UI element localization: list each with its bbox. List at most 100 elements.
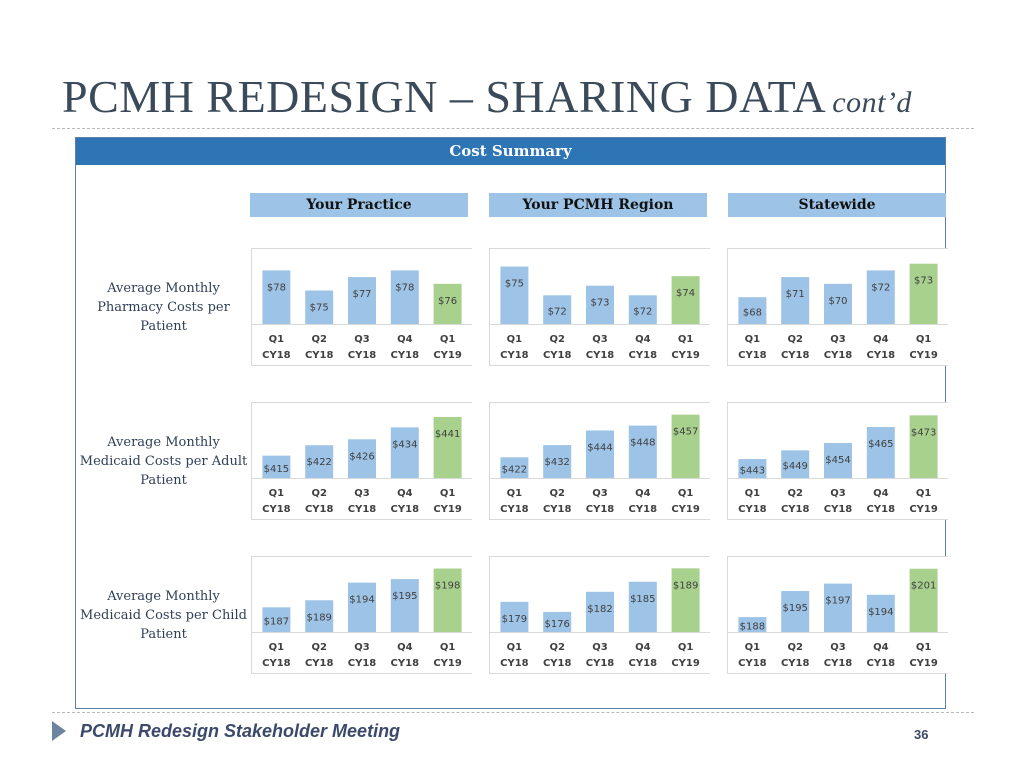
bar-chart-svg: $179 Q1 CY18 $176 Q2 CY18 $182 Q3 CY18 $185 Q4 CY18… <box>490 568 710 669</box>
x-tick-label: CY18 <box>305 504 334 515</box>
x-tick-label: CY18 <box>867 504 896 515</box>
x-tick-label: Q1 <box>440 488 456 499</box>
chart-pharmacy-your-practice: $78 Q1 CY18 $75 Q2 CY18 $77 Q3 CY18 $78 Q4 CY18 $76 Q… <box>251 248 472 366</box>
x-tick-label: CY18 <box>824 350 853 361</box>
x-tick-label: CY18 <box>391 504 420 515</box>
bar <box>348 439 376 478</box>
x-tick-label: Q3 <box>592 642 608 653</box>
x-tick-label: Q1 <box>745 488 761 499</box>
bar <box>738 297 767 324</box>
data-label: $473 <box>911 427 936 438</box>
bar-chart-svg: $422 Q1 CY18 $432 Q2 CY18 $444 Q3 CY18 $448 Q4 CY18… <box>490 414 710 515</box>
x-tick-label: Q4 <box>873 488 889 499</box>
x-tick-label: CY18 <box>305 350 334 361</box>
row-label-adult-costs: Average Monthly Medicaid Costs per Adult… <box>79 435 248 488</box>
data-label: $465 <box>868 439 893 450</box>
data-label: $78 <box>395 282 414 293</box>
data-label: $415 <box>264 464 289 475</box>
data-label: $201 <box>911 581 936 592</box>
row-label-child-costs: Average Monthly Medicaid Costs per Child… <box>80 589 247 642</box>
bar <box>348 582 376 632</box>
bar <box>824 443 852 478</box>
x-tick-label: Q4 <box>397 334 413 345</box>
x-tick-label: CY18 <box>543 504 572 515</box>
x-tick-label: Q4 <box>873 334 889 345</box>
x-tick-label: CY18 <box>586 658 615 669</box>
data-label: $77 <box>352 289 371 300</box>
data-label: $195 <box>392 591 417 602</box>
data-label: $449 <box>782 461 807 472</box>
bar <box>500 457 529 478</box>
bar-chart-svg: $75 Q1 CY18 $72 Q2 CY18 $73 Q3 CY18 $72 Q4 CY18 $74 Q… <box>490 266 710 361</box>
x-tick-label: Q3 <box>354 334 370 345</box>
chart-adult-your-practice: $415 Q1 CY18 $422 Q2 CY18 $426 Q3 CY18 $434 Q4 CY18… <box>251 402 472 520</box>
x-tick-label: Q4 <box>873 642 889 653</box>
page-title: PCMH REDESIGN – SHARING DATA cont’d <box>62 70 912 123</box>
data-label: $182 <box>587 604 612 615</box>
x-tick-label: Q1 <box>745 642 761 653</box>
data-label: $454 <box>825 455 850 466</box>
bar <box>909 568 938 632</box>
data-label: $198 <box>435 581 460 592</box>
page-title-subtitle: cont’d <box>832 86 912 119</box>
x-tick-label: Q1 <box>440 642 456 653</box>
x-tick-label: CY18 <box>543 658 572 669</box>
data-label: $75 <box>505 279 524 290</box>
x-tick-label: CY18 <box>262 350 291 361</box>
bar <box>305 445 334 478</box>
x-tick-label: Q1 <box>440 334 456 345</box>
data-label: $72 <box>633 307 652 318</box>
data-label: $441 <box>435 429 460 440</box>
data-label: $176 <box>544 619 569 630</box>
x-tick-label: CY19 <box>671 658 700 669</box>
data-label: $188 <box>740 622 765 633</box>
title-divider <box>52 128 974 129</box>
x-tick-label: Q1 <box>507 488 523 499</box>
data-label: $189 <box>306 612 331 623</box>
x-tick-label: CY18 <box>586 350 615 361</box>
data-label: $422 <box>502 465 527 476</box>
footer-divider <box>52 712 974 713</box>
x-tick-label: Q3 <box>830 642 846 653</box>
x-tick-label: CY18 <box>500 504 529 515</box>
x-tick-label: CY18 <box>781 350 810 361</box>
x-tick-label: CY18 <box>781 658 810 669</box>
chart-child-your-practice: $187 Q1 CY18 $189 Q2 CY18 $194 Q3 CY18 $195 Q4 CY18… <box>251 556 472 674</box>
bar <box>586 430 614 478</box>
x-tick-label: Q1 <box>269 488 285 499</box>
data-label: $72 <box>871 282 890 293</box>
bar <box>348 277 376 324</box>
bar <box>671 414 700 478</box>
x-tick-label: Q2 <box>787 334 803 345</box>
x-tick-label: Q1 <box>269 334 285 345</box>
x-tick-label: Q3 <box>354 642 370 653</box>
x-tick-label: CY19 <box>909 658 938 669</box>
bar <box>500 266 529 324</box>
page-number: 36 <box>914 727 929 742</box>
bar <box>781 450 810 478</box>
x-tick-label: Q1 <box>269 642 285 653</box>
x-tick-label: CY18 <box>629 350 658 361</box>
x-tick-label: CY18 <box>738 658 767 669</box>
x-tick-label: CY19 <box>433 504 462 515</box>
bar <box>262 607 291 632</box>
data-label: $185 <box>630 594 655 605</box>
bar <box>390 579 419 632</box>
bar-chart-svg: $78 Q1 CY18 $75 Q2 CY18 $77 Q3 CY18 $78 Q4 CY18 $76 Q… <box>252 270 472 361</box>
data-label: $434 <box>392 439 417 450</box>
x-tick-label: Q1 <box>678 642 694 653</box>
x-tick-label: CY18 <box>781 504 810 515</box>
bar <box>671 276 700 324</box>
bar <box>262 455 291 478</box>
data-label: $194 <box>349 595 374 606</box>
data-label: $457 <box>673 427 698 438</box>
x-tick-label: Q1 <box>916 488 932 499</box>
footer-text: PCMH Redesign Stakeholder Meeting <box>80 721 401 741</box>
bar-chart-svg: $188 Q1 CY18 $195 Q2 CY18 $197 Q3 CY18 $194 Q4 CY18… <box>728 568 948 669</box>
bar <box>433 416 462 478</box>
x-tick-label: CY18 <box>348 658 377 669</box>
bar <box>390 427 419 478</box>
cost-summary-header: Cost Summary <box>76 138 945 165</box>
cost-summary-panel: Cost Summary Your Practice Your PCMH Reg… <box>75 137 948 709</box>
bar <box>433 568 462 632</box>
